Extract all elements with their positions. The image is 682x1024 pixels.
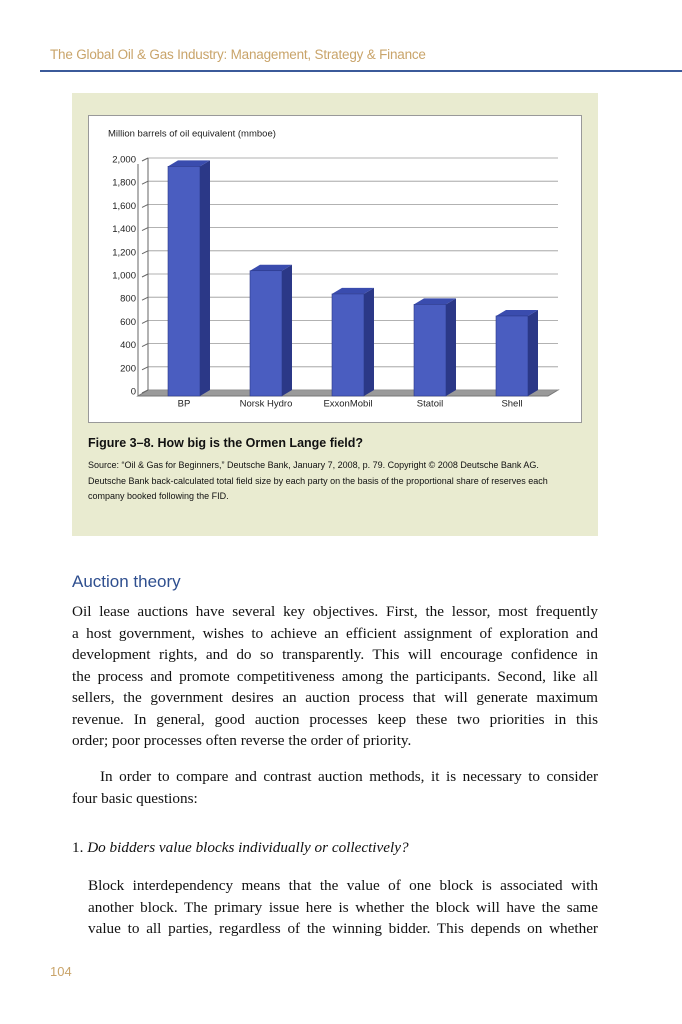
bar-side [282,264,292,396]
y-tick-label: 1,600 [112,201,136,212]
list-item: 1. Do bidders value blocks individually … [72,837,409,858]
x-tick-label: Statoil [417,399,443,410]
y-tick [141,203,149,208]
y-tick [141,250,149,255]
chart: Million barrels of oil equivalent (mmboe… [88,115,582,423]
section-heading: Auction theory [72,572,181,591]
bar-side [364,287,374,396]
y-tick [141,227,149,232]
y-tick-label: 400 [120,340,136,351]
y-tick-label: 0 [131,387,136,398]
x-tick-label: BP [178,399,191,410]
y-tick-label: 2,000 [112,155,136,166]
y-tick [141,343,149,348]
y-tick [141,273,149,278]
bar-top [332,287,374,294]
bar [413,304,447,397]
text-line: order; poor processes often reverse the … [72,732,412,749]
running-header: The Global Oil & Gas Industry: Managemen… [50,47,426,62]
x-tick-label: ExxonMobil [323,399,372,410]
y-tick-label: 1,800 [112,178,136,189]
bar-top [168,160,210,167]
y-tick [141,296,149,301]
bar-top [496,309,538,316]
x-tick-label: Shell [501,399,522,410]
y-tick-label: 600 [120,317,136,328]
text-line: development rights, and do so transparen… [72,646,598,663]
text-line: sellers, the government desires an aucti… [72,689,598,706]
page-number: 104 [50,964,72,979]
text-line: value to all parties, regardless of the … [88,920,598,937]
bar [495,315,529,397]
bar-side [200,160,210,396]
y-tick [141,389,149,394]
bar-side [446,298,456,396]
figure-caption: Figure 3–8. How big is the Ormen Lange f… [88,436,364,450]
bar [331,293,365,397]
list-number: 1. [72,839,84,856]
text-line: another block. The primary issue here is… [88,898,598,916]
y-tick-label: 800 [120,294,136,305]
text-line: Block interdependency means that the val… [88,877,598,894]
list-text: Do bidders value blocks individually or … [87,839,409,856]
bar [249,270,283,397]
y-tick-label: 200 [120,363,136,374]
bar [167,166,201,397]
text-line: Oil lease auctions have several key obje… [72,603,598,620]
y-tick-label: 1,000 [112,271,136,282]
source-line: Source: “Oil & Gas for Beginners,” Deuts… [88,460,539,470]
text-line: In order to compare and contrast auction… [100,768,598,785]
y-tick [141,180,149,185]
text-line: four basic questions: [72,789,198,807]
y-tick-label: 1,200 [112,247,136,258]
text-line: revenue. In general, good auction proces… [72,710,598,728]
text-line: a host government, wishes to achieve an … [72,624,598,642]
y-tick [141,319,149,324]
y-tick-label: 1,400 [112,224,136,235]
header-rule [40,70,682,72]
chart-title: Million barrels of oil equivalent (mmboe… [108,129,276,140]
source-line: company booked following the FID. [88,491,229,501]
source-line: Deutsche Bank back-calculated total fiel… [88,475,548,486]
y-tick [141,157,149,162]
bar-top [250,264,292,271]
y-tick [141,366,149,371]
bar-top [414,298,456,305]
x-tick-label: Norsk Hydro [240,399,293,410]
text-line: the process and promote competitiveness … [72,667,598,685]
bar-side [528,309,538,396]
